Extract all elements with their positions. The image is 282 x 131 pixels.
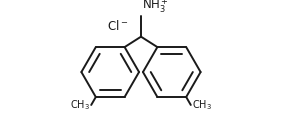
Text: Cl$^-$: Cl$^-$	[107, 19, 129, 33]
Text: CH$_3$: CH$_3$	[192, 98, 212, 112]
Text: CH$_3$: CH$_3$	[70, 98, 90, 112]
Text: NH$_3^+$: NH$_3^+$	[142, 0, 169, 15]
